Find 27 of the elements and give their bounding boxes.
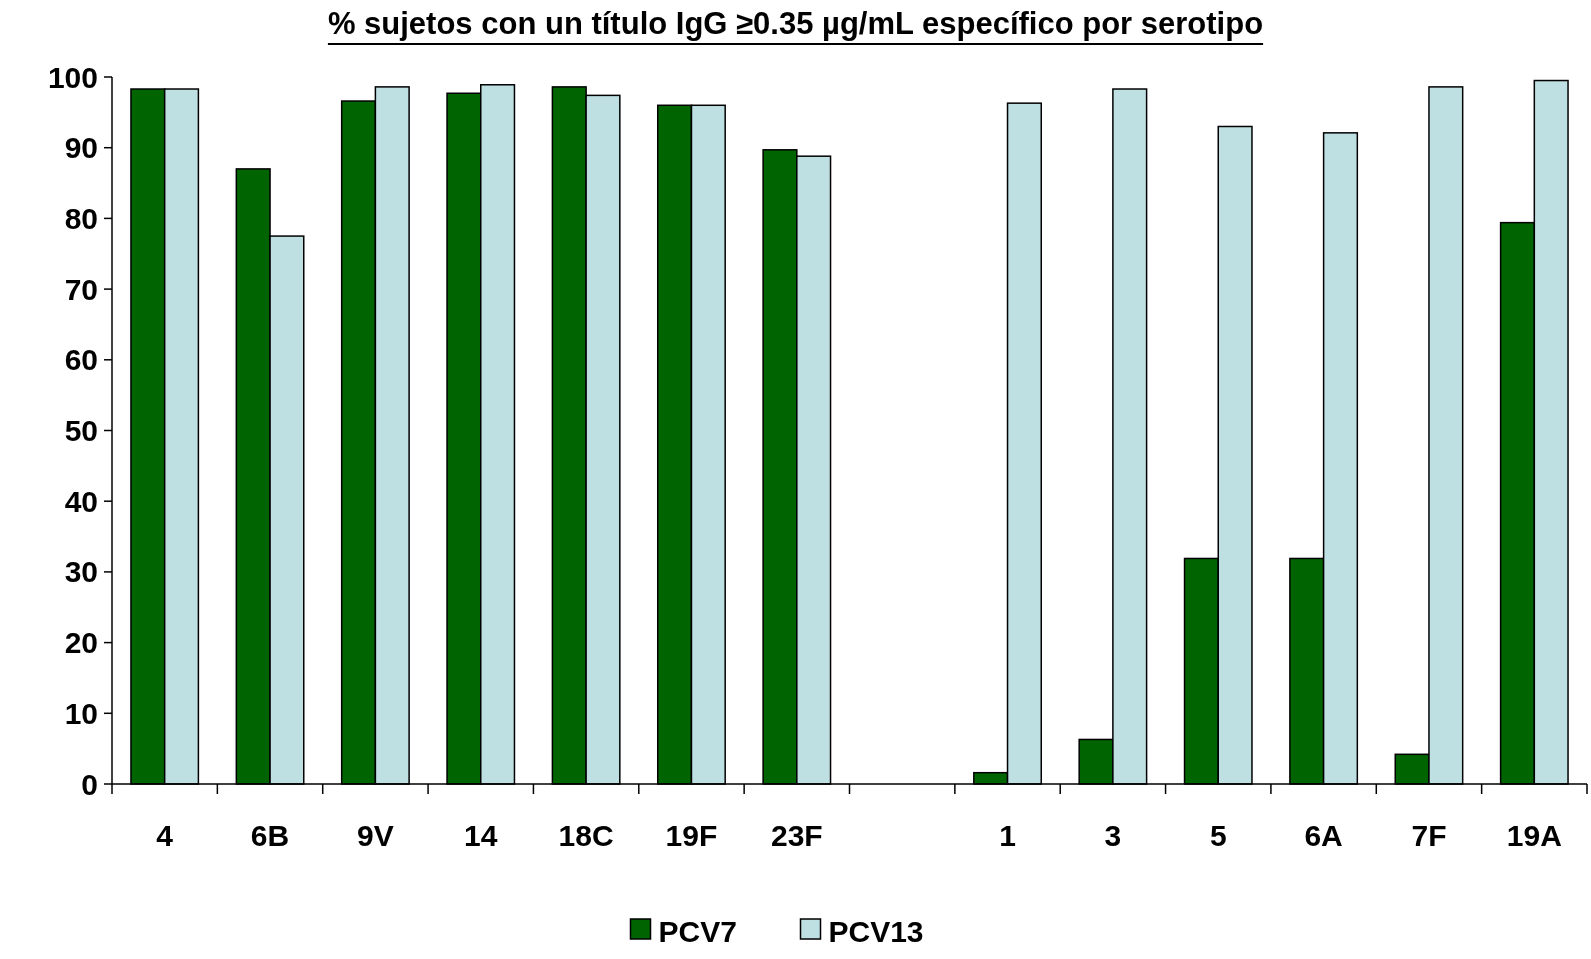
y-tick-label: 10 (64, 696, 98, 730)
y-tick-label: 0 (81, 767, 98, 801)
y-tick-label: 30 (64, 555, 98, 589)
x-tick-label: 9V (357, 819, 394, 852)
x-tick-label: 6B (250, 819, 290, 852)
y-tick-label: 100 (47, 60, 98, 94)
x-tick-label: 18C (558, 819, 614, 852)
x-tick-label: 14 (464, 819, 498, 852)
chart-title: % sujetos con un título IgG ≥0.35 µg/mL específico por serotipo (327, 6, 1264, 41)
legend-label: PCV13 (828, 914, 924, 948)
x-tick-label: 7F (1411, 819, 1447, 852)
x-tick-label: 5 (1209, 819, 1227, 852)
y-tick-label: 90 (64, 131, 98, 165)
x-tick-label: 1 (999, 819, 1016, 852)
y-tick-label: 70 (64, 272, 98, 306)
y-tick-label: 20 (64, 626, 98, 660)
y-tick-label: 80 (64, 201, 98, 235)
x-tick-label: 19A (1506, 819, 1562, 852)
x-tick-label: 6A (1304, 819, 1343, 852)
y-tick-label: 60 (64, 343, 98, 377)
x-tick-label: 4 (156, 819, 174, 852)
y-tick-label: 40 (64, 484, 98, 518)
x-tick-label: 3 (1104, 819, 1122, 852)
x-tick-label: 19F (665, 819, 718, 852)
y-tick-label: 50 (64, 414, 98, 447)
legend-label: PCV7 (658, 914, 737, 948)
x-tick-label: 23F (770, 819, 823, 852)
